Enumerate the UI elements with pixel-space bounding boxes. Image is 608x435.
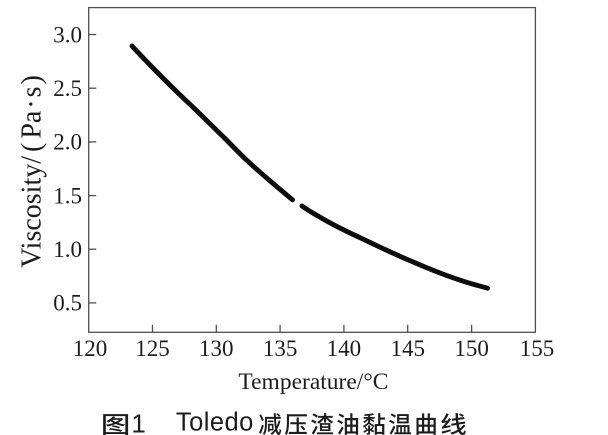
svg-text:150: 150 [454, 336, 489, 361]
svg-text:145: 145 [390, 336, 425, 361]
svg-text:125: 125 [135, 336, 170, 361]
svg-text:1.5: 1.5 [53, 183, 82, 208]
svg-text:135: 135 [263, 336, 298, 361]
svg-text:Viscosity/ ( Pa · s ): Viscosity/ ( Pa · s ) [17, 75, 48, 268]
svg-text:1: 1 [131, 408, 145, 435]
svg-text:0.5: 0.5 [53, 291, 82, 316]
svg-text:Toledo: Toledo [176, 409, 254, 435]
svg-text:2.0: 2.0 [53, 130, 82, 155]
svg-text:3.0: 3.0 [53, 22, 82, 47]
svg-text:130: 130 [199, 336, 234, 361]
svg-text:2.5: 2.5 [53, 76, 82, 101]
svg-text:140: 140 [327, 336, 362, 361]
svg-text:155: 155 [520, 336, 555, 361]
svg-text:1.0: 1.0 [53, 237, 82, 262]
svg-text:120: 120 [73, 336, 108, 361]
svg-text:Temperature/°C: Temperature/°C [238, 369, 388, 395]
